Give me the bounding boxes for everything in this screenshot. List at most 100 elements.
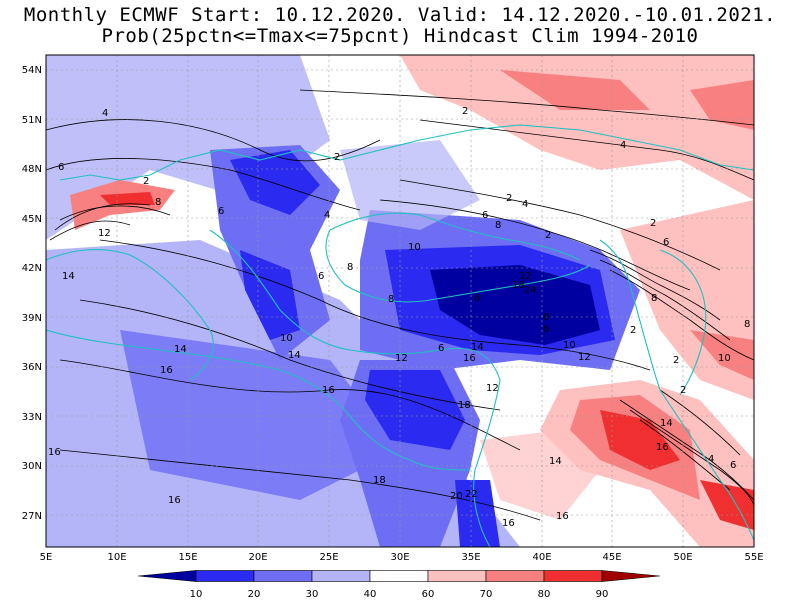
contour-label: 2 xyxy=(334,152,340,163)
lon-tick-label: 30E xyxy=(390,552,409,563)
lon-tick-label: 15E xyxy=(178,552,197,563)
contour-label: 6 xyxy=(730,460,736,471)
lon-tick-label: 40E xyxy=(532,552,551,563)
contour-label: 12 xyxy=(395,353,408,364)
contour-label: 6 xyxy=(482,210,488,221)
contour-label: 12 xyxy=(578,352,591,363)
contour-label: 10 xyxy=(408,242,421,253)
contour-label: 4 xyxy=(102,108,108,119)
lat-tick-label: 30N xyxy=(22,461,42,472)
contour-label: 18 xyxy=(373,475,386,486)
contour-label: 2 xyxy=(650,218,656,229)
contour-label: 2 xyxy=(143,176,149,187)
contour-label: 14 xyxy=(549,456,562,467)
contour-label: 18 xyxy=(512,280,525,291)
contour-label: 14 xyxy=(174,344,187,355)
contour-label: 16 xyxy=(656,442,669,453)
contour-label: 6 xyxy=(543,324,549,335)
contour-label: 16 xyxy=(322,385,335,396)
contour-label: 14 xyxy=(660,418,673,429)
colorbar-tick-label: 90 xyxy=(596,589,609,600)
contour-label: 2 xyxy=(680,385,686,396)
longitude-axis: 5E 10E 15E 20E 25E 30E 35E 40E 45E 50E 5… xyxy=(40,552,764,563)
lat-tick-label: 39N xyxy=(22,313,42,324)
colorbar-tick-label: 40 xyxy=(364,589,377,600)
colorbar: 10 20 30 40 60 70 80 90 xyxy=(137,570,661,600)
contour-label: 4 xyxy=(522,199,528,210)
colorbar-segment xyxy=(427,570,487,582)
contour-label: 16 xyxy=(556,511,569,522)
contour-label: 12 xyxy=(519,271,532,282)
lon-tick-label: 35E xyxy=(461,552,480,563)
contour-label: 8 xyxy=(347,262,353,273)
contour-label: 6 xyxy=(663,237,669,248)
lat-tick-label: 33N xyxy=(22,412,42,423)
tmax-contours xyxy=(46,89,754,521)
contour-label: 6 xyxy=(218,206,224,217)
map-title-line2: Prob(25pctn<=Tmax<=75pcnt) Hindcast Clim… xyxy=(101,25,699,47)
contour-label: 2 xyxy=(506,193,512,204)
colorbar-tick-label: 60 xyxy=(422,589,435,600)
contour-label: 4 xyxy=(324,210,330,221)
contour-label: 6 xyxy=(58,162,64,173)
latitude-axis: 54N 51N 48N 45N 42N 39N 36N 33N 30N 27N xyxy=(22,65,42,522)
contour-label: 2 xyxy=(673,355,679,366)
colorbar-tick-label: 80 xyxy=(538,589,551,600)
contour-label: 22 xyxy=(465,489,478,500)
contour-label: 8 xyxy=(651,293,657,304)
contour-label: 16 xyxy=(168,495,181,506)
lon-tick-label: 55E xyxy=(744,552,763,563)
map-title-line1: Monthly ECMWF Start: 10.12.2020. Valid: … xyxy=(23,4,777,26)
lat-tick-label: 27N xyxy=(22,511,42,522)
lat-tick-label: 36N xyxy=(22,362,42,373)
contour-label: 2 xyxy=(630,325,636,336)
colorbar-tick-label: 10 xyxy=(190,589,203,600)
contour-label: 6 xyxy=(474,293,480,304)
contour-label: 18 xyxy=(458,400,471,411)
contour-label: 16 xyxy=(502,518,515,529)
colorbar-segment xyxy=(485,570,545,582)
colorbar-segment xyxy=(195,570,255,582)
contour-label: 14 xyxy=(62,271,75,282)
lat-tick-label: 48N xyxy=(22,164,42,175)
colorbar-tick-label: 20 xyxy=(248,589,261,600)
colorbar-segment xyxy=(601,570,661,582)
plot-frame xyxy=(45,54,755,548)
contour-label: 6 xyxy=(318,271,324,282)
colorbar-segment xyxy=(137,570,197,582)
lat-tick-label: 54N xyxy=(22,65,42,76)
colorbar-segment xyxy=(311,570,371,582)
contour-label: 12 xyxy=(486,383,499,394)
contour-label: 2 xyxy=(462,106,468,117)
lon-tick-label: 5E xyxy=(40,552,53,563)
contour-label: 10 xyxy=(718,353,731,364)
colorbar-tick-label: 30 xyxy=(306,589,319,600)
contour-label: 4 xyxy=(620,140,626,151)
contour-label: 10 xyxy=(563,340,576,351)
contour-label: 20 xyxy=(450,491,463,502)
contour-label: 12 xyxy=(98,228,111,239)
contour-label: 8 xyxy=(155,197,161,208)
contour-label: 4 xyxy=(708,454,714,465)
contour-label: 24 xyxy=(524,285,537,296)
colorbar-segment xyxy=(369,570,429,582)
colorbar-segment xyxy=(253,570,313,582)
contour-label: 6 xyxy=(438,343,444,354)
lon-tick-label: 50E xyxy=(673,552,692,563)
lat-tick-label: 45N xyxy=(22,214,42,225)
contour-label: 8 xyxy=(744,319,750,330)
contour-label: 8 xyxy=(388,294,394,305)
coastlines xyxy=(46,124,754,547)
contour-label: 2 xyxy=(545,230,551,241)
colorbar-segment xyxy=(543,570,603,582)
lat-tick-label: 51N xyxy=(22,115,42,126)
contour-label: 14 xyxy=(288,350,301,361)
contour-label: 16 xyxy=(160,365,173,376)
contour-label: 16 xyxy=(463,353,476,364)
colorbar-tick-label: 70 xyxy=(480,589,493,600)
contour-labels: 4 6 2 8 12 14 14 16 16 16 16 2 4 6 6 8 8… xyxy=(48,106,750,529)
lat-tick-label: 42N xyxy=(22,263,42,274)
probability-field xyxy=(46,55,754,547)
lon-tick-label: 10E xyxy=(107,552,126,563)
